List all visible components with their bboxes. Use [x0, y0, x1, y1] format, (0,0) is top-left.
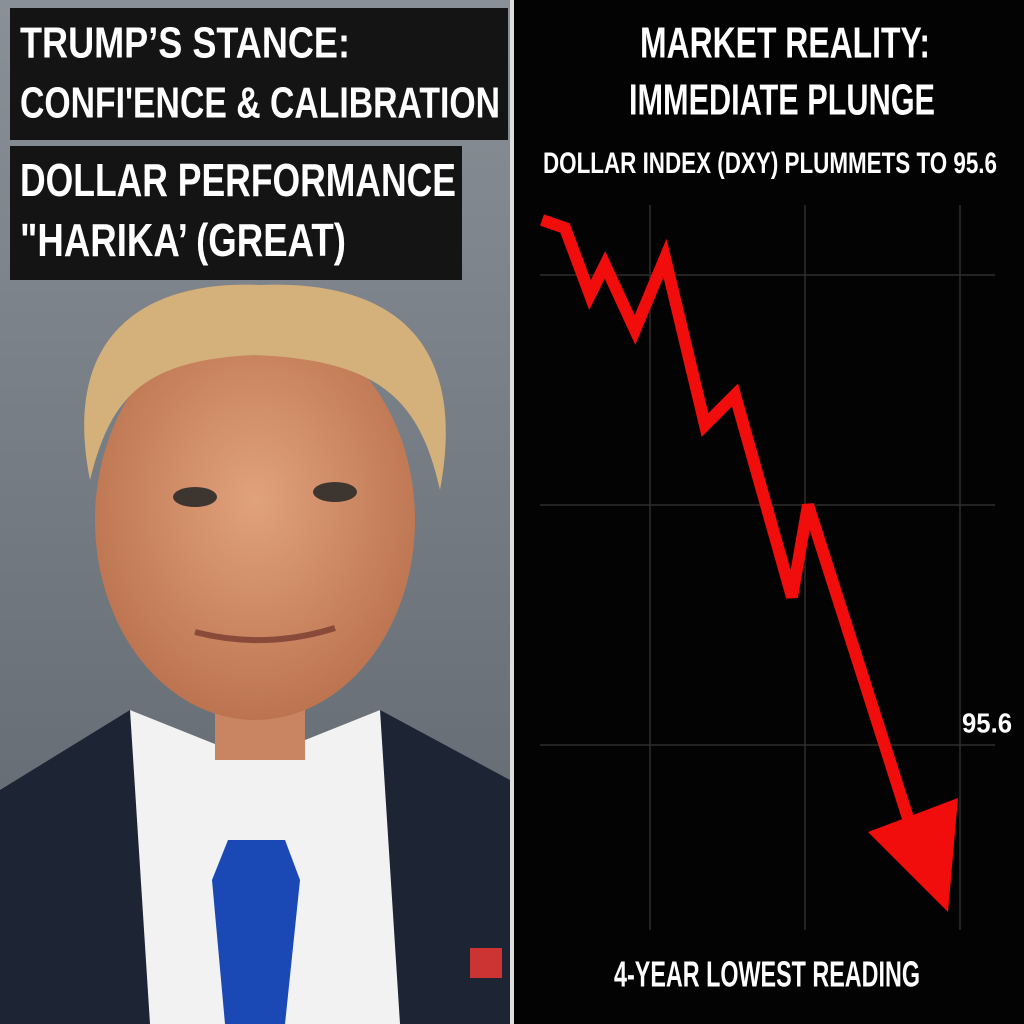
subhead-line: DOLLAR PERFORMANCE — [20, 154, 456, 206]
flag-pin — [470, 948, 502, 978]
panel-subtitle: DOLLAR INDEX (DXY) PLUMMETS TO 95.6 — [543, 147, 997, 180]
subhead-line: "HARIKA’ (GREAT) — [20, 214, 346, 266]
headline-box — [10, 8, 508, 140]
divider — [510, 0, 514, 1024]
headline-line: CONFI'ENCE & CALIBRATION — [20, 79, 500, 128]
arrow-head — [868, 798, 958, 912]
subhead-box — [10, 146, 462, 280]
footer: 4-YEAR LOWEST READING — [614, 954, 920, 995]
grid — [540, 205, 995, 930]
end-label: 95.6 — [962, 707, 1012, 738]
panel-title: IMMEDIATE PLUNGE — [629, 76, 935, 125]
headline-line: TRUMP’S STANCE: — [20, 19, 350, 68]
trend-line — [540, 214, 921, 842]
panel-title: MARKET REALITY: — [640, 19, 930, 68]
